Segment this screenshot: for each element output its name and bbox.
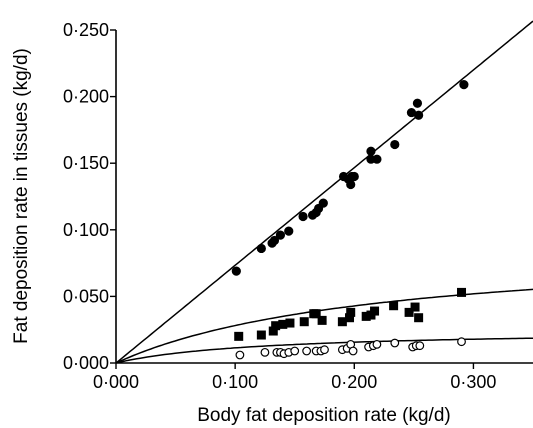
data-point-series-1 xyxy=(390,139,400,150)
data-point-series-2 xyxy=(389,301,399,311)
data-point-series-2 xyxy=(311,309,321,319)
data-points xyxy=(231,80,469,360)
data-point-series-2 xyxy=(345,313,355,323)
data-point-series-1 xyxy=(372,154,382,164)
data-point-series-1 xyxy=(366,146,376,156)
data-point-series-1 xyxy=(275,230,286,240)
x-tick-label: 0·100 xyxy=(212,372,258,392)
y-tick-label: 0·000 xyxy=(63,353,109,373)
data-point-series-3 xyxy=(320,345,329,355)
data-point-series-2 xyxy=(414,313,424,323)
data-point-series-1 xyxy=(231,266,241,276)
data-point-series-3 xyxy=(290,346,300,356)
data-point-series-3 xyxy=(372,339,382,349)
data-point-series-1 xyxy=(318,198,328,208)
data-point-series-2 xyxy=(317,315,327,325)
data-point-series-1 xyxy=(298,211,308,222)
y-axis-title: Fat deposition rate in tissues (kg/d) xyxy=(11,48,32,344)
data-point-series-1 xyxy=(346,179,356,190)
data-point-series-3 xyxy=(390,338,400,348)
data-point-series-3 xyxy=(415,341,425,351)
data-point-series-2 xyxy=(299,317,309,327)
y-tick-label: 0·250 xyxy=(63,20,109,40)
data-point-series-1 xyxy=(269,235,280,246)
data-point-series-2 xyxy=(271,321,281,331)
data-point-series-3 xyxy=(302,346,312,356)
data-point-series-2 xyxy=(361,311,371,321)
data-point-series-2 xyxy=(410,302,420,312)
data-point-series-3 xyxy=(457,337,466,347)
data-point-series-2 xyxy=(278,319,288,329)
axes xyxy=(115,30,533,364)
data-point-series-2 xyxy=(457,287,467,297)
data-point-series-2 xyxy=(256,330,266,340)
data-point-series-1 xyxy=(256,243,266,254)
x-tick-label: 0·300 xyxy=(450,372,496,392)
data-point-series-2 xyxy=(404,307,414,317)
data-point-series-2 xyxy=(234,331,244,341)
data-point-series-1 xyxy=(406,107,417,118)
y-tick-label: 0·050 xyxy=(63,286,109,306)
data-point-series-2 xyxy=(346,307,356,317)
y-tick-label: 0·150 xyxy=(63,153,109,173)
data-point-series-2 xyxy=(337,317,347,327)
data-point-series-1 xyxy=(459,80,469,90)
data-point-series-3 xyxy=(348,346,358,356)
ticks: 0·000 0·100 0·200 0·300 0·000 0·050 0·100 0·150… xyxy=(63,20,496,392)
data-point-series-3 xyxy=(260,347,270,357)
x-tick-label: 0·000 xyxy=(93,372,139,392)
data-point-series-2 xyxy=(285,318,295,328)
data-point-series-1 xyxy=(347,171,357,182)
data-point-series-2 xyxy=(370,306,380,316)
data-point-series-3 xyxy=(235,350,245,360)
x-axis-title: Body fat deposition rate (kg/d) xyxy=(197,405,450,426)
data-point-series-1 xyxy=(414,110,424,120)
x-tick-label: 0·200 xyxy=(331,372,377,392)
fit-line-series-1 xyxy=(115,20,533,364)
data-point-series-1 xyxy=(284,226,294,236)
fit-curves xyxy=(115,20,533,364)
y-tick-label: 0·200 xyxy=(63,87,109,107)
y-tick-label: 0·100 xyxy=(63,220,109,240)
data-point-series-1 xyxy=(412,98,423,108)
data-point-series-2 xyxy=(268,326,278,336)
